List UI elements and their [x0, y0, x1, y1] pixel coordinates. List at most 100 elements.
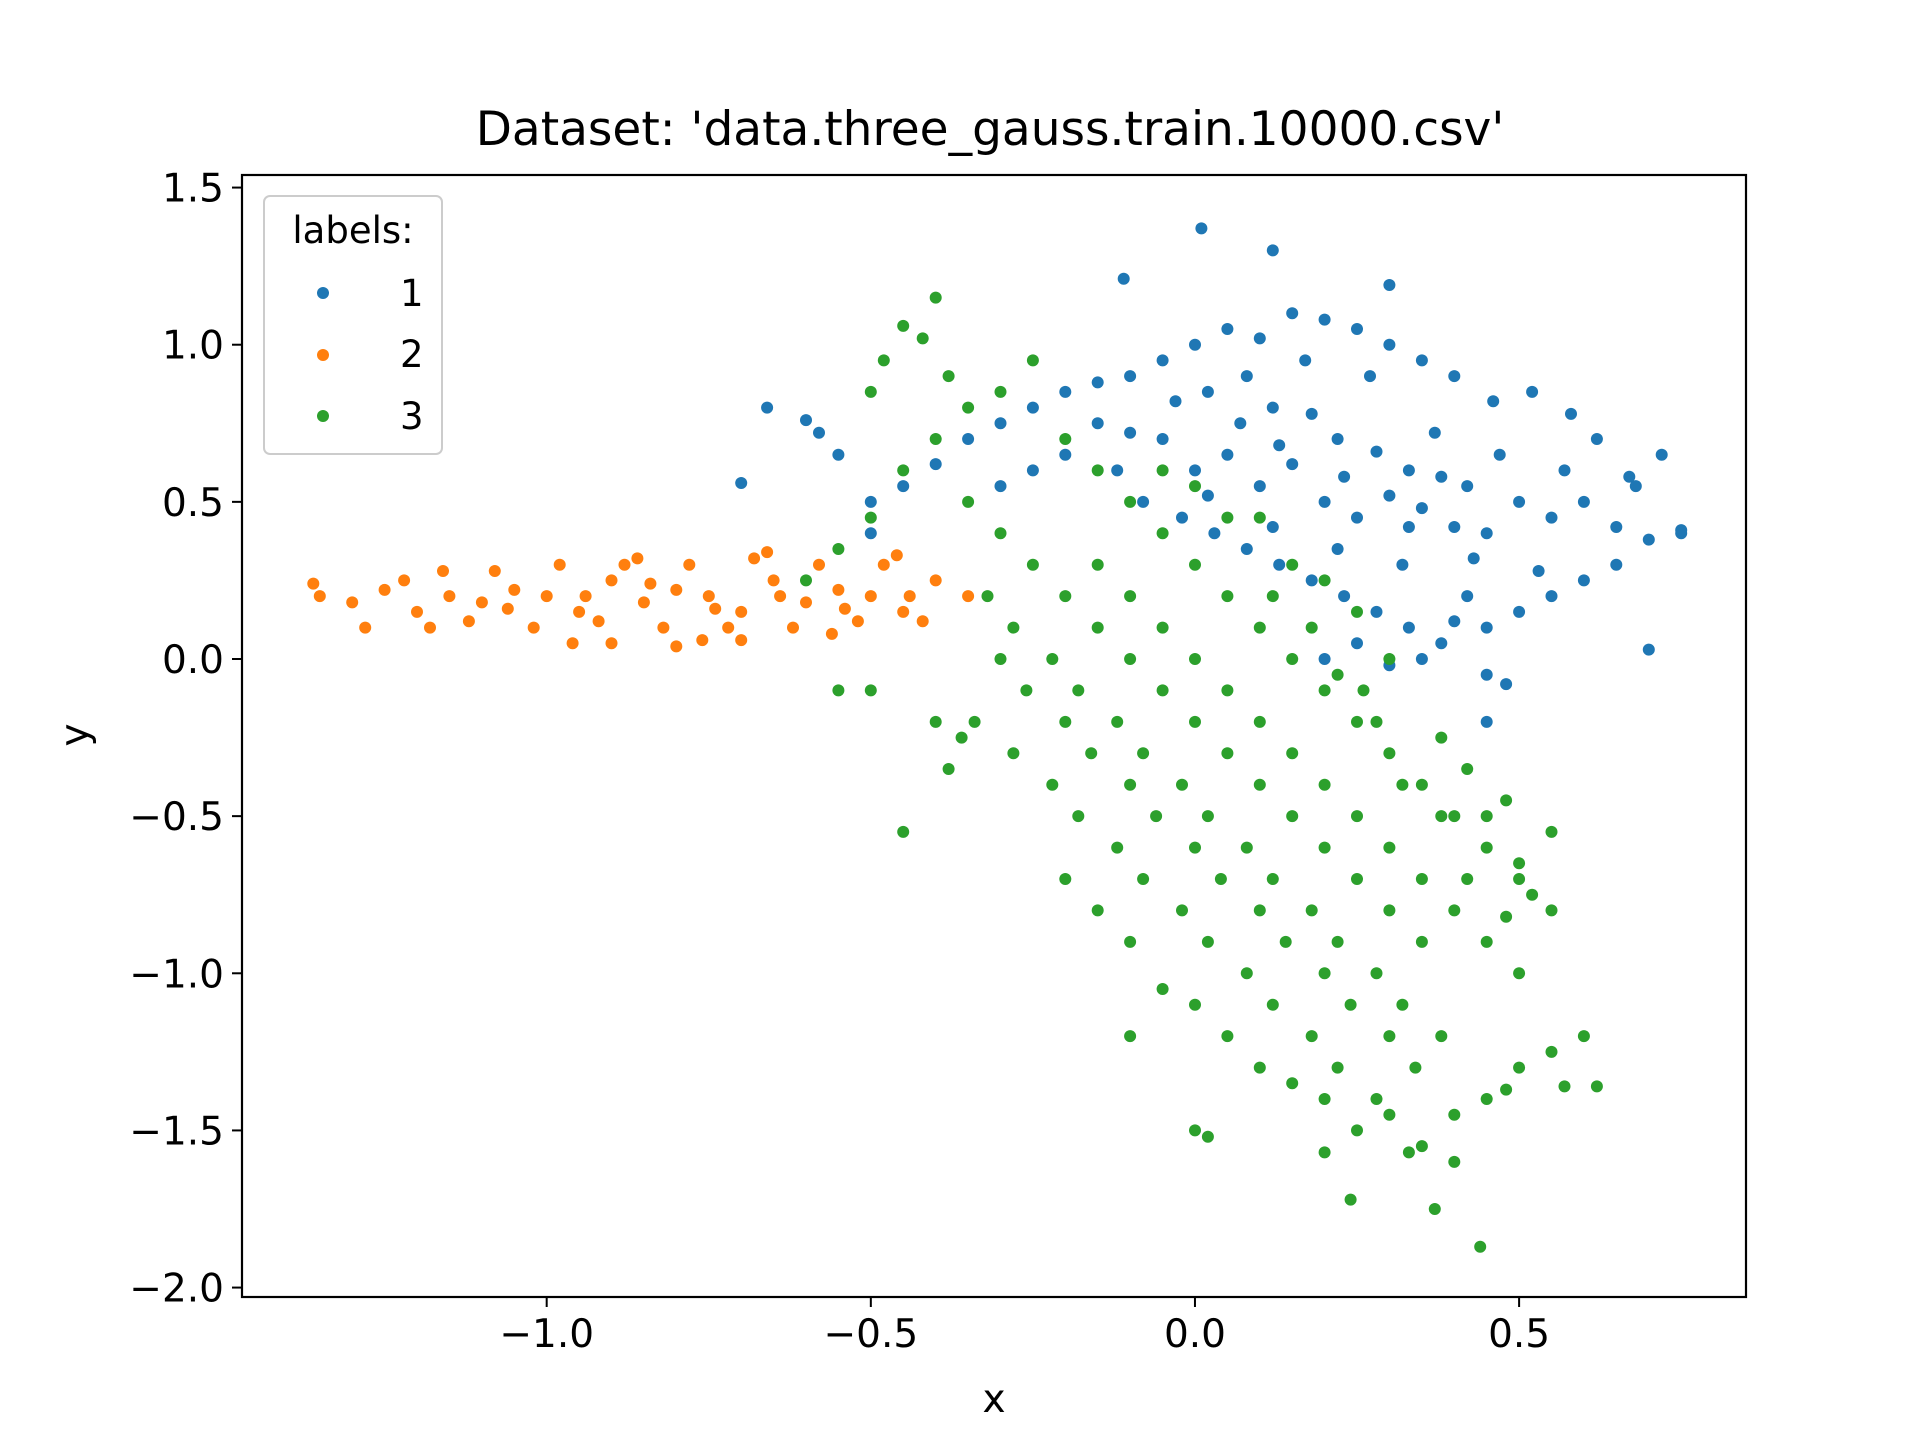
- point-series-2-27: [618, 558, 631, 571]
- point-series-1-97: [1642, 643, 1655, 656]
- point-series-2-38: [424, 621, 436, 634]
- point-series-3-65: [1415, 778, 1428, 791]
- point-series-2-19: [897, 605, 910, 618]
- point-series-3-37: [1351, 810, 1363, 823]
- point-series-1-64: [1370, 605, 1383, 618]
- point-series-1-17: [1331, 433, 1344, 445]
- point-series-3-157: [1461, 763, 1474, 775]
- point-series-3-34: [1253, 715, 1266, 728]
- point-series-1-90: [1195, 222, 1208, 235]
- point-series-3-96: [877, 354, 890, 367]
- point-series-2-30: [722, 621, 735, 634]
- point-series-3-129: [1402, 1146, 1415, 1159]
- point-series-2-3: [378, 583, 391, 596]
- point-series-3-32: [1189, 653, 1201, 665]
- point-series-3-56: [1409, 1061, 1422, 1074]
- point-series-1-77: [1364, 370, 1376, 383]
- point-series-2-16: [800, 596, 812, 609]
- point-series-3-83: [1370, 1093, 1383, 1105]
- point-series-2-25: [553, 558, 566, 571]
- point-series-3-99: [864, 684, 877, 697]
- y-axis-label: y: [53, 723, 98, 746]
- point-series-3-74: [1072, 810, 1085, 823]
- point-series-2-42: [761, 546, 774, 559]
- point-series-2-43: [825, 627, 838, 640]
- point-series-1-33: [1487, 395, 1500, 408]
- point-series-3-139: [1396, 778, 1409, 791]
- point-series-1-11: [1124, 426, 1137, 439]
- point-series-3-13: [994, 527, 1007, 540]
- point-series-3-59: [1221, 590, 1234, 603]
- point-series-3-144: [1318, 574, 1331, 587]
- point-series-1-103: [832, 448, 845, 461]
- point-series-3-57: [1156, 527, 1169, 540]
- point-series-1-47: [1026, 401, 1039, 414]
- point-series-3-33: [1221, 684, 1234, 697]
- point-series-1-68: [1513, 605, 1526, 618]
- point-series-1-29: [1629, 480, 1642, 493]
- point-series-3-105: [1091, 904, 1104, 917]
- point-series-3-30: [1124, 590, 1137, 603]
- point-series-1-48: [994, 417, 1007, 430]
- point-series-1-31: [1565, 407, 1577, 420]
- point-series-2-11: [637, 596, 650, 609]
- point-series-3-28: [1435, 1030, 1448, 1043]
- legend: labels: 1 2 3: [263, 195, 443, 455]
- point-series-3-61: [1286, 653, 1299, 665]
- point-series-3-75: [1111, 841, 1124, 854]
- series-3: [800, 291, 1603, 1253]
- point-series-2-23: [488, 565, 501, 577]
- point-series-3-140: [1370, 715, 1383, 728]
- point-series-1-6: [1383, 489, 1396, 502]
- point-series-3-10: [1383, 904, 1396, 917]
- point-series-1-67: [1480, 621, 1493, 634]
- point-series-2-26: [592, 615, 605, 628]
- point-series-2-8: [540, 590, 553, 603]
- point-series-3-108: [1156, 983, 1169, 995]
- points-layer: [307, 222, 1688, 1253]
- point-series-3-123: [1558, 1080, 1571, 1093]
- point-series-1-10: [1156, 433, 1169, 445]
- point-series-2-2: [359, 621, 372, 634]
- point-series-1-83: [1234, 417, 1247, 430]
- point-series-1-96: [1480, 715, 1493, 728]
- point-series-3-151: [1189, 480, 1201, 493]
- point-series-3-150: [1156, 464, 1169, 477]
- point-series-3-14: [962, 495, 975, 508]
- point-series-1-55: [1059, 448, 1072, 461]
- point-series-1-4: [1318, 495, 1331, 508]
- point-series-1-101: [800, 414, 812, 427]
- point-series-1-53: [994, 480, 1007, 493]
- point-series-3-68: [1513, 873, 1526, 885]
- point-series-3-11: [1415, 935, 1428, 948]
- point-series-2-51: [838, 602, 851, 615]
- point-series-3-35: [1286, 747, 1299, 760]
- point-series-1-26: [1642, 533, 1655, 546]
- point-series-3-94: [897, 319, 910, 332]
- point-series-3-73: [1046, 778, 1059, 791]
- point-series-2-41: [696, 634, 709, 647]
- point-series-1-87: [1402, 521, 1415, 533]
- legend-marker-1: [317, 287, 329, 299]
- point-series-3-25: [1331, 935, 1344, 948]
- point-series-3-132: [1201, 1130, 1214, 1143]
- point-series-1-23: [1545, 511, 1558, 524]
- point-series-1-71: [1610, 558, 1623, 571]
- point-series-3-86: [1026, 354, 1039, 367]
- point-series-1-8: [1448, 521, 1461, 533]
- point-series-3-76: [1137, 873, 1150, 885]
- point-series-1-20: [1435, 470, 1448, 483]
- legend-marker-3: [317, 410, 329, 422]
- point-series-1-89: [1532, 565, 1545, 577]
- point-series-2-7: [508, 583, 521, 596]
- point-series-1-70: [1577, 574, 1590, 587]
- y-tick-label-1: 1.0: [162, 324, 224, 369]
- point-series-1-49: [962, 433, 975, 445]
- y-tick-label-5: −1.0: [129, 952, 224, 997]
- point-series-3-103: [955, 731, 968, 744]
- point-series-1-44: [1124, 370, 1137, 383]
- point-series-3-122: [1590, 1080, 1603, 1093]
- y-tick-label-6: −1.5: [129, 1109, 224, 1154]
- y-tick-label-7: −2.0: [129, 1267, 224, 1312]
